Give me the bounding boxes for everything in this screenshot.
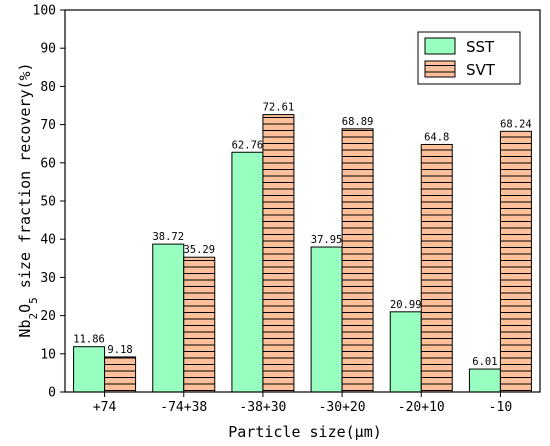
y-axis-title-mid: O xyxy=(16,304,34,313)
bar-sst xyxy=(73,346,106,393)
y-axis-title-pre: Nb xyxy=(16,320,34,338)
bar-svt xyxy=(499,130,532,393)
data-label-svt: 35.29 xyxy=(183,244,215,256)
y-tick-label: 60 xyxy=(40,156,56,171)
y-tick-label: 90 xyxy=(40,42,56,57)
x-tick-label: +74 xyxy=(93,400,117,415)
y-tick-label: 20 xyxy=(40,309,56,324)
y-tick-label: 10 xyxy=(40,347,56,362)
data-label-sst: 20.99 xyxy=(390,299,422,311)
data-label-svt: 68.89 xyxy=(342,116,374,128)
legend-label-svt: SVT xyxy=(466,61,496,79)
bar-svt xyxy=(104,356,137,393)
y-axis-title: Nb2O5 size fraction recovery(%) xyxy=(16,62,40,337)
bar-svt xyxy=(262,114,295,393)
y-tick-label: 30 xyxy=(40,271,56,286)
data-label-sst: 11.86 xyxy=(73,334,105,346)
legend-swatch-svt xyxy=(424,60,456,78)
data-label-sst: 38.72 xyxy=(152,231,184,243)
bar-sst xyxy=(231,151,264,393)
bar-svt xyxy=(420,143,453,393)
data-label-sst: 62.76 xyxy=(232,139,264,151)
bar-svt xyxy=(183,256,216,393)
y-tick-label: 70 xyxy=(40,118,56,133)
y-tick-label: 0 xyxy=(48,386,56,401)
bar-sst xyxy=(389,311,422,393)
x-axis-ticks: +74 -74+38 -38+30 -30+20 -20+10 -10 xyxy=(93,392,512,415)
legend-label-sst: SST xyxy=(466,38,495,56)
y-tick-label: 40 xyxy=(40,233,56,248)
data-label-sst: 37.95 xyxy=(311,234,343,246)
data-label-svt: 68.24 xyxy=(500,118,532,130)
y-axis-title-sub2: 5 xyxy=(27,297,40,304)
x-tick-label: -38+30 xyxy=(239,400,286,415)
x-axis-title: Particle size(μm) xyxy=(228,423,382,441)
legend-swatch-sst xyxy=(424,37,456,55)
x-tick-label: -30+20 xyxy=(319,400,366,415)
x-tick-label: -10 xyxy=(489,400,512,415)
bar-sst xyxy=(152,243,185,393)
data-label-svt: 9.18 xyxy=(107,344,132,356)
legend: SST SVT xyxy=(417,31,521,85)
bar-sst xyxy=(310,246,343,393)
data-label-sst: 6.01 xyxy=(472,356,497,368)
bar-sst xyxy=(468,368,501,393)
bar-svt xyxy=(341,128,374,393)
y-axis-ticks: 0 10 20 30 40 50 60 70 80 90 100 xyxy=(33,4,65,401)
x-tick-label: -74+38 xyxy=(160,400,207,415)
y-axis-title-sub1: 2 xyxy=(27,313,40,320)
data-label-svt: 64.8 xyxy=(424,131,449,143)
data-label-svt: 72.61 xyxy=(263,102,295,114)
y-axis-title-post: size fraction recovery(%) xyxy=(16,62,34,297)
y-tick-label: 50 xyxy=(40,195,56,210)
bars xyxy=(73,114,532,393)
plot-frame xyxy=(64,9,541,393)
x-tick-label: -20+10 xyxy=(398,400,445,415)
y-tick-label: 80 xyxy=(40,80,56,95)
y-tick-label: 100 xyxy=(33,4,56,19)
